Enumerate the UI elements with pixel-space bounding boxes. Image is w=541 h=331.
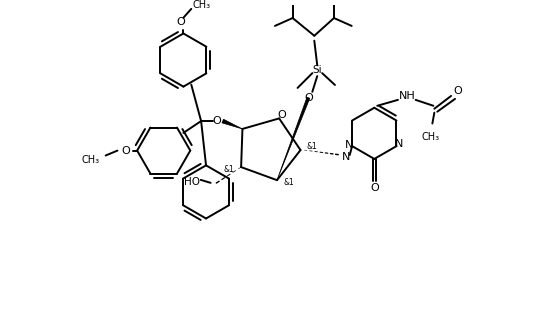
Text: &1: &1 [224,165,235,173]
Text: O: O [370,183,379,193]
Text: O: O [304,93,313,103]
Text: CH₃: CH₃ [421,132,439,142]
Text: O: O [121,146,130,156]
Polygon shape [277,97,310,180]
Text: HO: HO [184,177,200,187]
Text: O: O [278,111,287,120]
Text: N: N [341,152,350,162]
Text: O: O [176,17,185,27]
Text: NH: NH [398,91,415,101]
Text: N: N [395,139,404,149]
Text: &1: &1 [283,178,294,187]
Text: Si: Si [313,65,322,75]
Text: O: O [453,86,463,96]
Text: CH₃: CH₃ [192,0,210,10]
Text: O: O [213,116,221,126]
Polygon shape [222,119,242,129]
Text: N: N [345,140,353,150]
Text: &1: &1 [307,142,318,151]
Text: CH₃: CH₃ [82,156,100,166]
